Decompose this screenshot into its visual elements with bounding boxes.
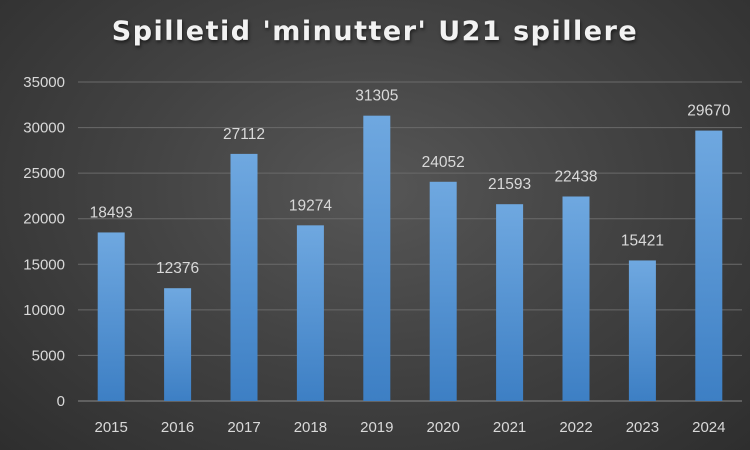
x-tick-label: 2017 bbox=[227, 419, 260, 436]
chart-title: Spilletid 'minutter' U21 spillere bbox=[111, 16, 639, 47]
data-label-2023: 15421 bbox=[621, 232, 664, 249]
bar-2020 bbox=[429, 181, 457, 401]
data-labels: 18493 12376 27112 19274 31305 24052 21593 22438… bbox=[90, 88, 731, 278]
y-tick-label: 15000 bbox=[23, 256, 65, 273]
x-tick-label: 2020 bbox=[427, 419, 460, 436]
data-label-2024: 29670 bbox=[687, 103, 730, 120]
x-tick-label: 2019 bbox=[360, 419, 393, 436]
bar-2022 bbox=[562, 196, 590, 401]
x-tick-label: 2024 bbox=[692, 419, 725, 436]
data-label-2017: 27112 bbox=[223, 126, 265, 143]
bar-2023 bbox=[628, 260, 656, 401]
data-label-2020: 24052 bbox=[422, 154, 465, 171]
x-tick-label: 2015 bbox=[95, 419, 128, 436]
x-tick-label: 2023 bbox=[626, 419, 659, 436]
y-tick-label: 5000 bbox=[32, 347, 65, 364]
x-tick-label: 2021 bbox=[493, 419, 526, 436]
y-tick-label: 10000 bbox=[23, 302, 65, 319]
y-tick-label: 20000 bbox=[23, 211, 65, 228]
bar-2019 bbox=[363, 115, 391, 402]
data-label-2022: 22438 bbox=[554, 168, 597, 185]
data-label-2016: 12376 bbox=[156, 260, 199, 277]
bar-2024 bbox=[695, 130, 723, 401]
y-tick-label: 25000 bbox=[23, 165, 65, 182]
x-tick-label: 2022 bbox=[559, 419, 592, 436]
data-label-2018: 19274 bbox=[289, 197, 332, 214]
y-axis: 0 5000 10000 15000 20000 25000 30000 35000 bbox=[23, 74, 65, 410]
x-tick-label: 2018 bbox=[294, 419, 327, 436]
data-label-2021: 21593 bbox=[488, 176, 531, 193]
bar-2015 bbox=[97, 232, 125, 401]
data-label-2019: 31305 bbox=[355, 88, 398, 105]
y-tick-label: 30000 bbox=[23, 120, 65, 137]
x-tick-label: 2016 bbox=[161, 419, 194, 436]
x-axis: 2015 2016 2017 2018 2019 2020 2021 2022 2023 2024 bbox=[95, 419, 726, 436]
y-tick-label: 0 bbox=[57, 393, 65, 410]
bar-2021 bbox=[496, 204, 524, 401]
y-tick-label: 35000 bbox=[23, 74, 65, 91]
bars bbox=[97, 115, 723, 402]
bar-2017 bbox=[230, 153, 258, 401]
bar-2018 bbox=[296, 225, 324, 401]
bar-2016 bbox=[164, 288, 192, 401]
data-label-2015: 18493 bbox=[90, 204, 133, 221]
